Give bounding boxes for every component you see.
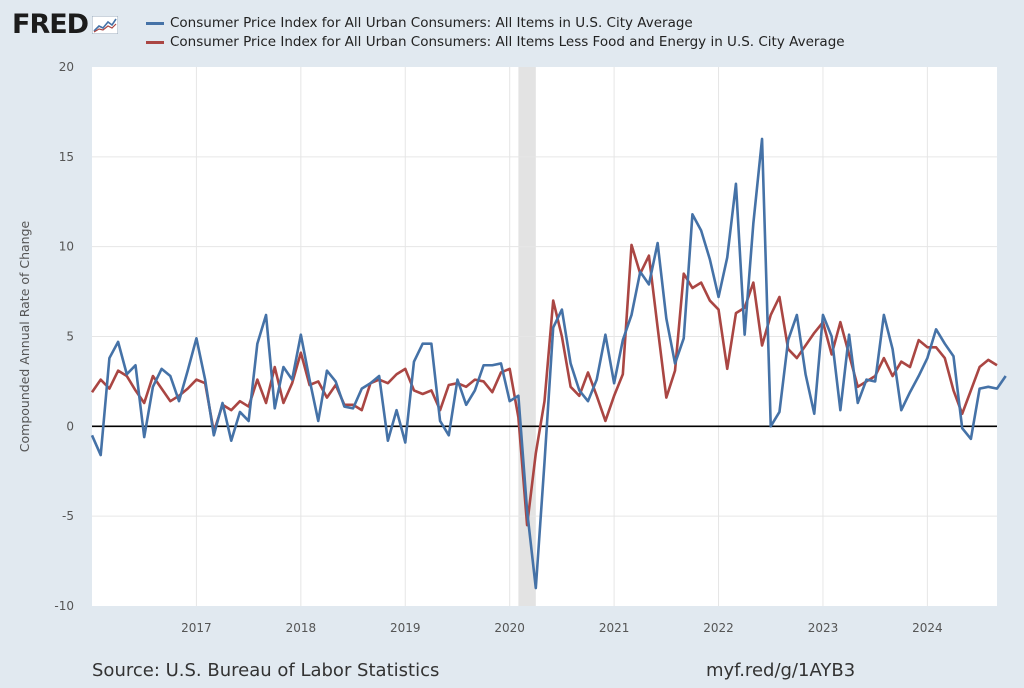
x-tick-label: 2021: [599, 621, 630, 635]
series-line-core: [90, 243, 998, 527]
y-axis-title: Compounded Annual Rate of Change: [17, 220, 32, 452]
y-tick-label: -10: [54, 599, 74, 613]
legend-item-core[interactable]: Consumer Price Index for All Urban Consu…: [146, 33, 845, 52]
x-tick-label: 2023: [808, 621, 839, 635]
source-note: Source: U.S. Bureau of Labor Statistics: [92, 660, 440, 681]
fred-logo: FRED: [12, 8, 119, 40]
legend-label-all-items: Consumer Price Index for All Urban Consu…: [170, 15, 693, 31]
legend-swatch-red: [146, 41, 164, 44]
x-tick-label: 2018: [286, 621, 317, 635]
series-line-all-items: [90, 137, 1007, 590]
x-tick-label: 2017: [181, 621, 212, 635]
y-tick-label: 10: [59, 240, 74, 254]
y-tick-label: -5: [62, 509, 74, 523]
y-tick-label: 15: [59, 150, 74, 164]
y-tick-label: 5: [66, 330, 74, 344]
legend-item-all-items[interactable]: Consumer Price Index for All Urban Consu…: [146, 14, 845, 33]
y-tick-label: 20: [59, 60, 74, 74]
x-tick-label: 2019: [390, 621, 421, 635]
legend-swatch-blue: [146, 22, 164, 25]
x-tick-label: 2024: [912, 621, 943, 635]
y-tick-label: 0: [66, 419, 74, 433]
x-tick-label: 2020: [494, 621, 525, 635]
x-tick-label: 2022: [703, 621, 734, 635]
trend-line-icon: [92, 16, 119, 34]
logo-text: FRED: [12, 8, 89, 40]
short-link[interactable]: myf.red/g/1AYB3: [706, 660, 856, 681]
legend-label-core: Consumer Price Index for All Urban Consu…: [170, 34, 845, 50]
chart-legend: Consumer Price Index for All Urban Consu…: [146, 14, 845, 52]
